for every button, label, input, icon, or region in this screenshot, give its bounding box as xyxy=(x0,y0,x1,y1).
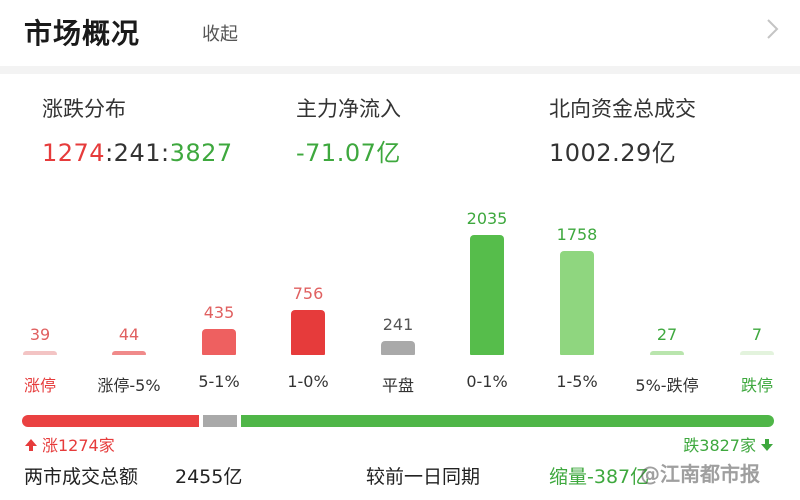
breadth-sep: : xyxy=(160,139,170,167)
category-label: 0-1% xyxy=(466,372,508,391)
compare-value: 缩量-387亿 xyxy=(549,466,650,488)
ratio-segment-down xyxy=(241,415,774,427)
watermark: @江南都市报 xyxy=(640,462,760,486)
up-count-label: 涨1274家 xyxy=(42,436,115,455)
bar-7[interactable] xyxy=(650,351,684,355)
bar-8[interactable] xyxy=(740,351,774,355)
stat-main-flow-value: -71.07亿 xyxy=(296,139,401,167)
category-label: 涨停-5% xyxy=(97,376,161,395)
bar-value-label: 241 xyxy=(382,315,414,334)
breadth-flat: 241 xyxy=(113,139,161,167)
category-label: 5-1% xyxy=(198,372,240,391)
collapse-button[interactable]: 收起 xyxy=(202,24,238,45)
stat-northbound[interactable]: 北向资金总成交 1002.29亿 xyxy=(549,94,696,168)
header-divider xyxy=(0,66,800,74)
up-down-ratio-bar xyxy=(22,415,774,427)
ratio-segment-up xyxy=(22,415,199,427)
down-count-label: 跌3827家 xyxy=(683,436,756,455)
compare-label: 较前一日同期 xyxy=(366,466,481,488)
bar-0[interactable] xyxy=(23,351,57,355)
up-count: 涨1274家 xyxy=(24,432,115,456)
stat-northbound-label: 北向资金总成交 xyxy=(549,97,696,121)
category-label: 跌停 xyxy=(740,376,773,395)
page-title: 市场概况 xyxy=(24,17,141,50)
category-label: 1-0% xyxy=(287,372,329,391)
down-count: 跌3827家 xyxy=(683,432,774,456)
breadth-sep: : xyxy=(105,139,114,167)
bar-value-label: 2035 xyxy=(466,209,508,228)
stat-main-flow[interactable]: 主力净流入 -71.07亿 xyxy=(296,94,401,168)
arrow-up-icon xyxy=(25,439,37,451)
bar-value-label: 27 xyxy=(656,325,678,344)
bar-2[interactable] xyxy=(202,329,236,355)
stat-breadth[interactable]: 涨跌分布 1274:241:3827 xyxy=(42,94,233,168)
breadth-down: 3827 xyxy=(169,139,233,167)
stat-main-flow-label: 主力净流入 xyxy=(296,97,401,121)
stat-breadth-value: 1274:241:3827 xyxy=(42,138,233,168)
category-label: 1-5% xyxy=(556,372,598,391)
stat-northbound-value: 1002.29亿 xyxy=(549,139,677,167)
arrow-down-icon xyxy=(761,439,773,451)
bar-value-label: 44 xyxy=(118,325,140,344)
chevron-right-icon[interactable] xyxy=(762,16,782,42)
bar-3[interactable] xyxy=(291,310,325,355)
bar-value-label: 435 xyxy=(203,303,235,322)
bar-1[interactable] xyxy=(112,351,146,355)
breadth-up: 1274 xyxy=(42,139,106,167)
category-label: 5%-跌停 xyxy=(635,376,699,395)
category-label: 涨停 xyxy=(23,376,56,395)
category-label: 平盘 xyxy=(381,376,414,395)
bar-value-label: 756 xyxy=(292,284,324,303)
bar-4[interactable] xyxy=(381,341,415,355)
turnover-value: 2455亿 xyxy=(175,466,243,488)
bar-value-label: 7 xyxy=(751,325,763,344)
bar-6[interactable] xyxy=(560,251,594,355)
bar-value-label: 39 xyxy=(29,325,51,344)
bar-value-label: 1758 xyxy=(556,225,598,244)
stat-breadth-label: 涨跌分布 xyxy=(42,97,126,121)
turnover-label: 两市成交总额 xyxy=(24,466,139,488)
bar-5[interactable] xyxy=(470,235,504,355)
ratio-segment-flat xyxy=(203,415,237,427)
market-overview-header: 市场概况 收起 xyxy=(0,0,800,62)
